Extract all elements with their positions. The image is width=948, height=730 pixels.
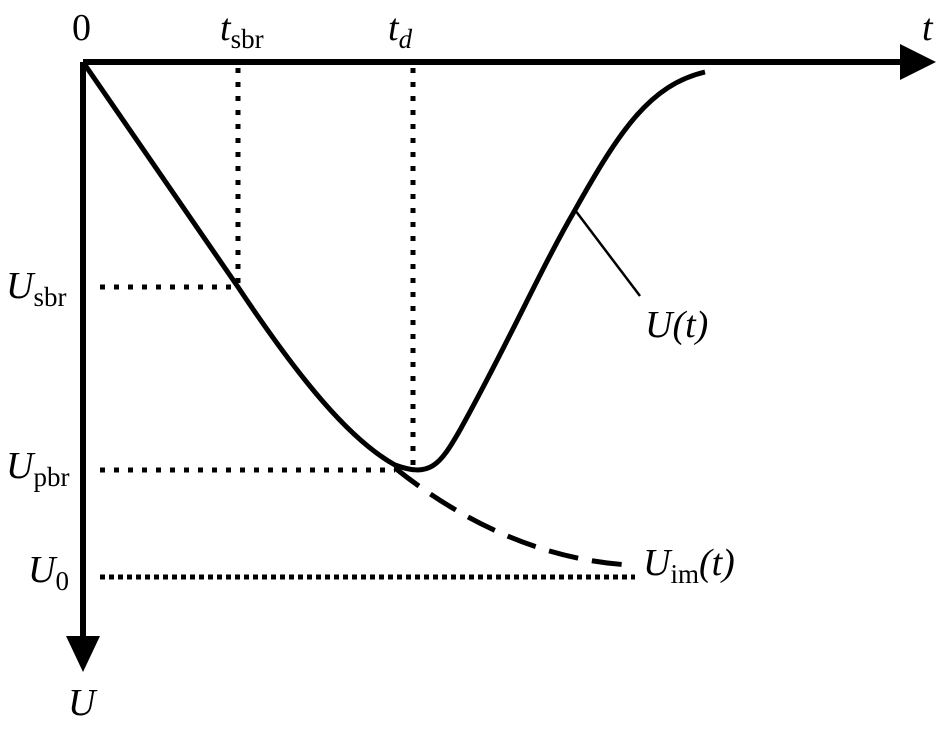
symbol: U — [6, 445, 36, 487]
u-0-label: U0 — [28, 549, 69, 596]
origin-label: 0 — [72, 7, 91, 49]
leader — [574, 209, 641, 297]
subscript: d — [399, 24, 413, 54]
curve-u — [80, 60, 706, 473]
suffix: (t) — [699, 542, 735, 584]
t-sbr-label: tsbr — [220, 7, 264, 54]
u-axis-label: U — [68, 682, 98, 724]
symbol: U — [28, 549, 58, 591]
subscript: sbr — [33, 282, 66, 312]
symbol: t — [388, 7, 400, 49]
subscript: pbr — [33, 462, 69, 492]
u-t-label: U(t) — [645, 304, 708, 346]
u-pbr-label: Upbr — [6, 445, 69, 492]
guides — [100, 68, 635, 580]
subscript: 0 — [55, 566, 69, 596]
subscript: im — [670, 559, 699, 589]
curve-u-im — [393, 466, 631, 568]
t-d-label: td — [388, 7, 413, 54]
symbol: t — [220, 7, 232, 49]
t-arrow — [900, 44, 936, 80]
symbol: U — [6, 265, 36, 307]
symbol: U — [643, 542, 673, 584]
t-axis-label: t — [922, 7, 934, 49]
u-im-label: Uim(t) — [643, 542, 735, 589]
subscript: sbr — [231, 24, 264, 54]
u-sbr-label: Usbr — [6, 265, 66, 312]
u-arrow — [66, 636, 100, 672]
